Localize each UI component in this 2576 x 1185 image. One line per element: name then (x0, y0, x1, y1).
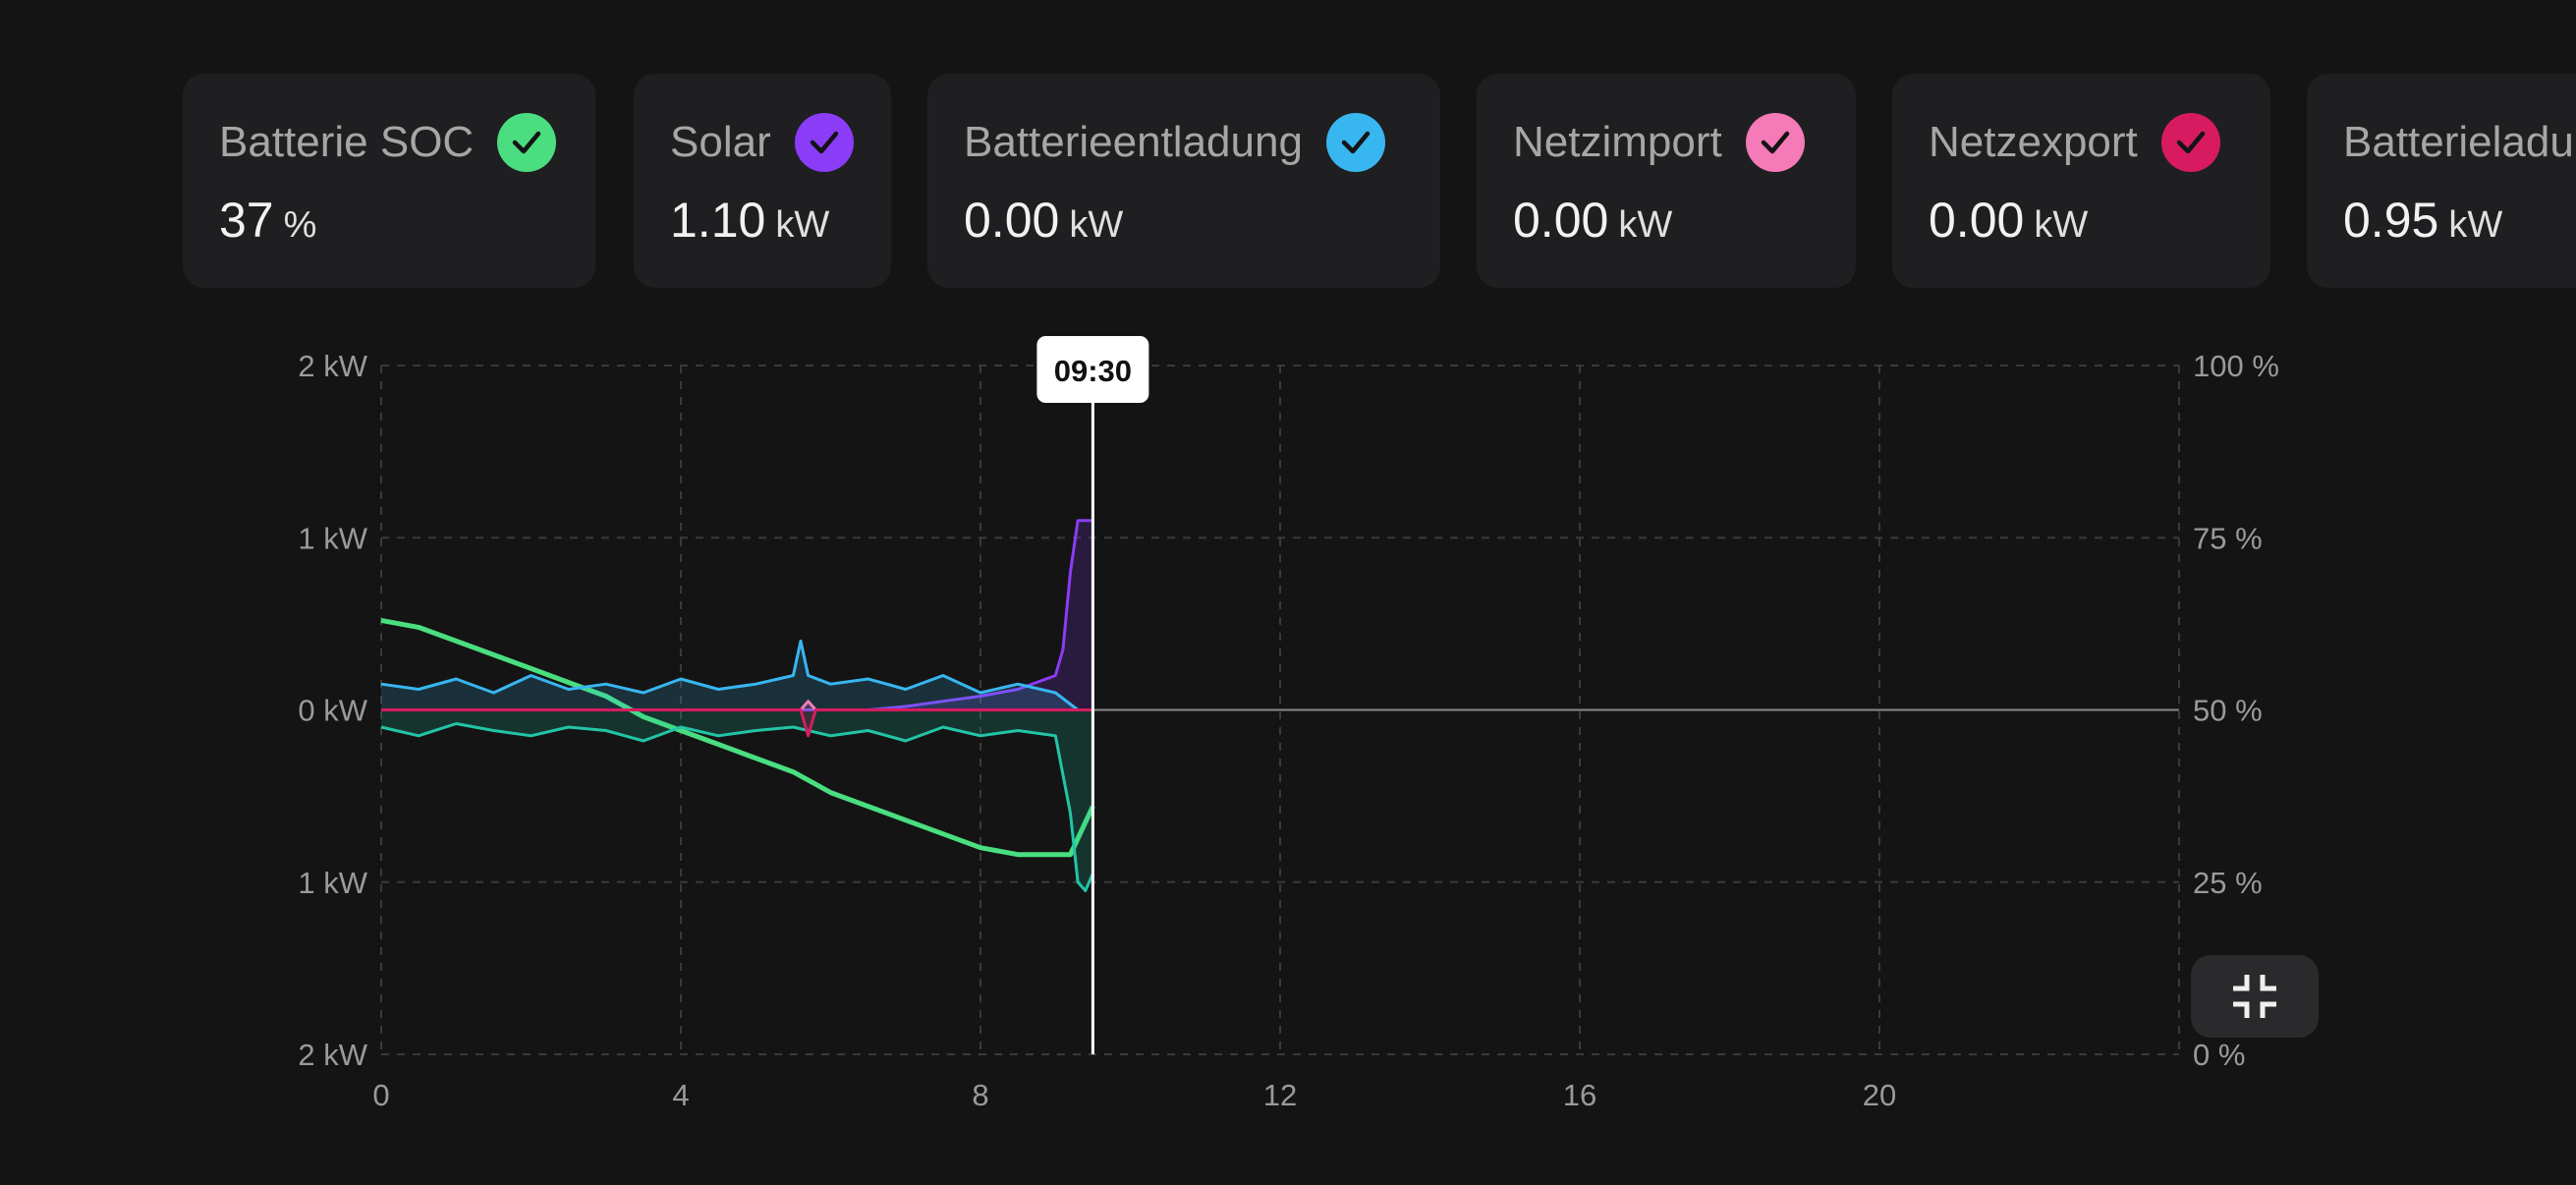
series-line (380, 639, 1093, 711)
card-name: Netzimport (1513, 118, 1722, 166)
card-value: 0.00 (1513, 193, 1609, 248)
card-solar[interactable]: Solar 1.10 kW (634, 74, 891, 288)
check-icon[interactable] (1745, 113, 1805, 172)
series-line (381, 519, 1093, 711)
y-left-tick-label: 2 kW (298, 1038, 367, 1072)
y-right-tick-label: 50 % (2193, 694, 2263, 728)
y-right-tick-label: 0 % (2193, 1038, 2245, 1072)
x-tick-label: 20 (1863, 1078, 1896, 1112)
series-area (381, 520, 1093, 710)
series-area (381, 641, 1093, 710)
x-tick-label: 12 (1263, 1078, 1297, 1112)
card-name: Batterieladung (2343, 118, 2576, 166)
x-tick-label: 8 (972, 1078, 988, 1112)
card-unit: kW (2448, 204, 2503, 246)
collapse-button[interactable] (2191, 955, 2319, 1038)
series-line (380, 617, 1095, 858)
card-batterieentladung[interactable]: Batterieentladung 0.00 kW (927, 74, 1440, 288)
card-netzimport[interactable]: Netzimport 0.00 kW (1477, 74, 1856, 288)
card-value: 0.00 (964, 193, 1060, 248)
y-left-tick-label: 1 kW (298, 521, 367, 555)
card-value: 37 (219, 193, 274, 248)
collapse-icon (2233, 975, 2276, 1018)
check-icon[interactable] (1325, 113, 1385, 172)
y-left-tick-label: 1 kW (298, 866, 367, 900)
y-right-tick-label: 100 % (2193, 349, 2279, 383)
card-batterie-soc[interactable]: Batterie SOC 37% (183, 74, 595, 288)
y-left-tick-label: 0 kW (298, 694, 367, 728)
card-unit: kW (1069, 204, 1124, 246)
card-name: Batterieentladung (964, 118, 1303, 166)
y-right-tick-label: 75 % (2193, 521, 2263, 555)
card-value: 1.10 (670, 193, 766, 248)
y-left-tick-label: 2 kW (298, 349, 367, 383)
x-tick-label: 4 (672, 1078, 689, 1112)
check-icon[interactable] (2160, 113, 2220, 172)
card-netzexport[interactable]: Netzexport 0.00 kW (1892, 74, 2270, 288)
series-area (381, 709, 1093, 891)
card-unit: kW (775, 204, 830, 246)
card-value: 0.95 (2343, 193, 2439, 248)
card-name: Solar (670, 118, 771, 166)
summary-cards: Batterie SOC 37% Solar 1.10 kW Batterieentlad… (183, 74, 2576, 288)
check-icon[interactable] (497, 113, 557, 172)
card-unit: % (283, 204, 317, 246)
cursor-label: 09:30 (1054, 354, 1132, 388)
y-right-tick-label: 25 % (2193, 866, 2263, 900)
card-unit: kW (1618, 204, 1673, 246)
x-tick-label: 16 (1563, 1078, 1596, 1112)
card-name: Netzexport (1929, 118, 2138, 166)
check-icon[interactable] (794, 113, 854, 172)
series-line (381, 708, 1093, 738)
series-line (380, 722, 1094, 892)
card-value: 0.00 (1929, 193, 2025, 248)
x-tick-label: 0 (372, 1078, 389, 1112)
card-name: Batterie SOC (219, 118, 475, 166)
cursor-badge (1036, 336, 1149, 403)
card-unit: kW (2034, 204, 2089, 246)
